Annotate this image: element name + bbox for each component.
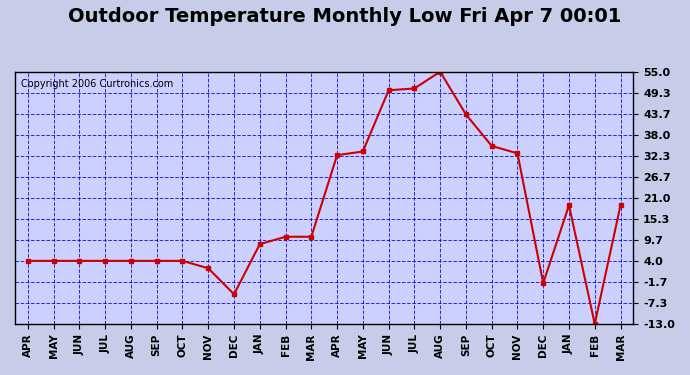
Text: Copyright 2006 Curtronics.com: Copyright 2006 Curtronics.com [21, 80, 173, 89]
Text: Outdoor Temperature Monthly Low Fri Apr 7 00:01: Outdoor Temperature Monthly Low Fri Apr … [68, 8, 622, 27]
